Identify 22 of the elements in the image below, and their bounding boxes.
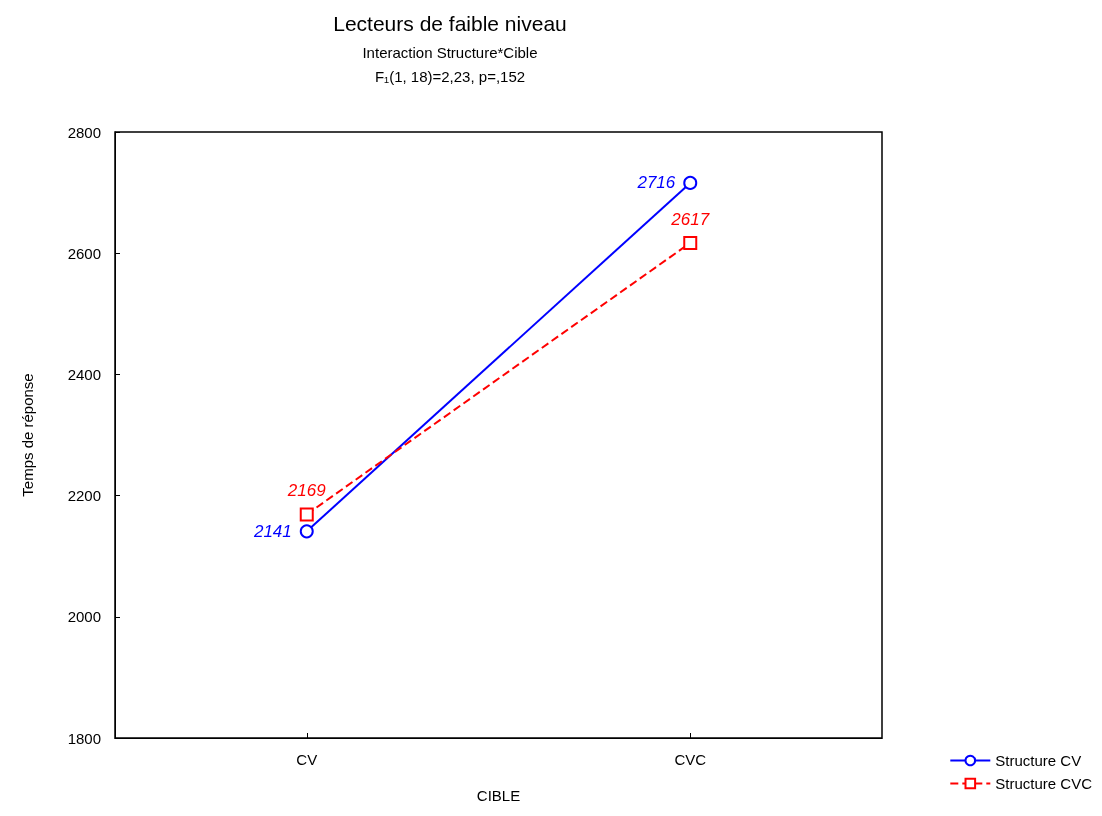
data-label: 2141	[252, 521, 292, 541]
x-tick-label: CV	[296, 751, 318, 768]
y-axis-title: Temps de réponse	[19, 373, 36, 497]
data-label: 2169	[286, 481, 327, 501]
y-tick-label: 2800	[67, 123, 101, 141]
data-label: 2716	[636, 173, 676, 193]
chart-subtitle: Interaction Structure*Cible F₁(1, 18)=2,23, p=,152	[362, 43, 538, 85]
y-tick-label: 2200	[67, 487, 101, 505]
x-tick-label: CVC	[674, 751, 707, 768]
y-tick-label: 2000	[67, 608, 101, 626]
data-label: 2617	[670, 209, 710, 229]
chart-title: Lecteurs de faible niveau	[333, 12, 567, 35]
x-axis-title: CIBLE	[476, 787, 521, 804]
y-tick-label: 2400	[67, 365, 101, 383]
y-tick-label: 1800	[67, 729, 101, 747]
point	[683, 175, 698, 190]
legend-label: Structure CV	[995, 752, 1082, 769]
point	[683, 235, 698, 250]
point	[299, 507, 314, 522]
legend-label: Structure CVC	[995, 775, 1093, 792]
y-tick-label: 2600	[67, 244, 101, 262]
point	[299, 524, 314, 539]
